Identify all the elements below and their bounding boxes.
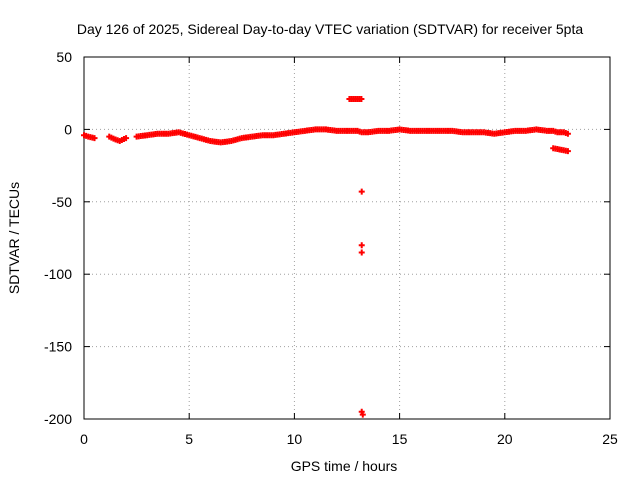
chart-title: Day 126 of 2025, Sidereal Day-to-day VTE… <box>77 21 584 37</box>
y-tick-label: -200 <box>44 411 72 427</box>
y-tick-label: 0 <box>64 121 72 137</box>
data-point <box>358 249 365 256</box>
data-point <box>359 411 366 418</box>
x-tick-label: 5 <box>185 431 193 447</box>
y-tick-label: -150 <box>44 339 72 355</box>
y-tick-label: -50 <box>52 194 72 210</box>
x-tick-label: 10 <box>287 431 303 447</box>
y-tick-label: 50 <box>56 49 72 65</box>
y-axis-ticks: 50 0 -50 -100 -150 -200 <box>44 49 610 427</box>
grid-lines <box>84 57 610 419</box>
y-tick-label: -100 <box>44 266 72 282</box>
data-point <box>358 242 365 249</box>
x-tick-label: 20 <box>497 431 513 447</box>
data-point <box>358 188 365 195</box>
data-point <box>91 135 98 142</box>
data-point <box>564 148 571 155</box>
x-axis-label: GPS time / hours <box>291 458 398 474</box>
data-point <box>123 135 130 142</box>
plot-frame <box>83 56 611 420</box>
y-axis-label: SDTVAR / TECUs <box>6 182 22 294</box>
x-tick-label: 15 <box>392 431 408 447</box>
x-axis-ticks: 0 5 10 15 20 25 <box>80 57 618 447</box>
data-points <box>81 95 571 418</box>
data-point <box>358 95 365 102</box>
x-tick-label: 0 <box>80 431 88 447</box>
x-tick-label: 25 <box>602 431 618 447</box>
data-point <box>564 130 571 137</box>
